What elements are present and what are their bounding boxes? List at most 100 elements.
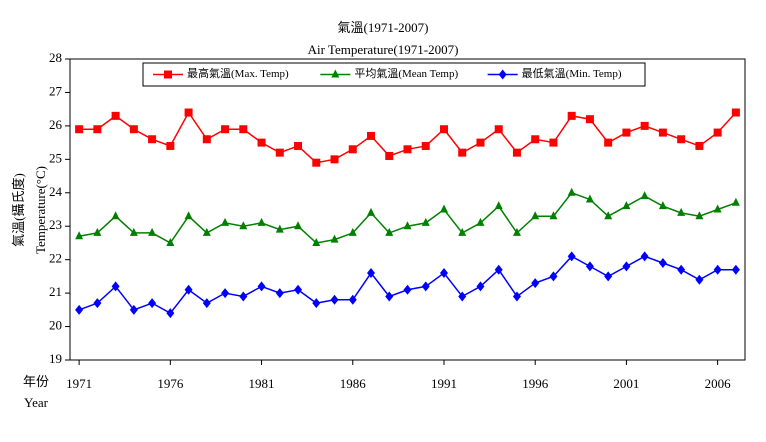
marker [731,264,740,275]
marker [622,201,631,210]
marker [531,135,540,144]
marker [367,268,376,279]
legend-label: 最低氣溫(Min. Temp) [522,66,622,80]
marker [385,151,394,160]
marker [421,217,430,226]
x-tick-label: 1981 [249,376,275,391]
marker [294,141,303,150]
marker [731,197,740,206]
legend-marker [331,69,340,78]
marker [476,217,485,226]
marker [567,251,576,262]
x-tick-label: 1976 [157,376,184,391]
marker [585,261,594,272]
marker [129,227,138,236]
marker [129,304,138,315]
marker [713,264,722,275]
marker [148,135,157,144]
marker [93,227,102,236]
marker [275,148,284,157]
y-tick-label: 27 [49,83,63,98]
marker [439,204,448,213]
marker [695,211,704,220]
marker [184,108,193,117]
marker [585,115,594,124]
marker [439,125,448,134]
marker [531,278,540,289]
marker [476,281,485,292]
marker [549,271,558,282]
marker [640,191,649,200]
legend-marker [164,70,172,79]
marker [476,138,485,147]
x-tick-label: 1971 [66,376,92,391]
marker [275,288,284,299]
plot-area [69,58,746,361]
marker [658,201,667,210]
marker [604,211,613,220]
y-tick-label: 23 [49,217,62,232]
marker [677,264,686,275]
series-line [79,111,737,164]
y-tick-label: 24 [49,184,63,199]
marker [312,298,321,309]
y-tick-label: 25 [49,150,62,165]
marker [148,298,157,309]
marker [202,135,211,144]
x-axis-label: 年份 [23,374,49,389]
marker [312,158,321,167]
marker [549,138,558,147]
marker [348,294,357,305]
marker [184,211,193,220]
marker [129,125,138,134]
marker [202,227,211,236]
marker [695,141,704,150]
y-axis-label-en: Temperature(°C) [33,166,48,254]
marker [330,294,339,305]
legend-label: 平均氣溫(Mean Temp) [354,66,458,80]
marker [439,268,448,279]
x-tick-label: 2001 [613,376,639,391]
marker [421,141,430,150]
marker [385,291,394,302]
marker [239,221,248,230]
marker [403,145,412,154]
legend-label: 最高氣溫(Max. Temp) [187,66,289,80]
x-tick-label: 1996 [522,376,549,391]
marker [221,288,230,299]
marker [93,298,102,309]
marker [312,237,321,246]
marker [512,227,521,236]
marker [677,207,686,216]
marker [713,204,722,213]
y-tick-label: 20 [49,318,62,333]
marker [239,125,248,134]
marker [604,138,613,147]
y-tick-label: 21 [49,284,62,299]
marker [677,135,686,144]
marker [330,155,339,164]
marker [403,221,412,230]
marker [695,274,704,285]
marker [275,224,284,233]
y-tick-label: 22 [49,251,62,266]
marker [494,264,503,275]
marker [93,125,102,134]
marker [111,211,120,220]
series-line [78,255,736,315]
x-axis-label-en: Year [24,395,49,410]
x-tick-label: 1991 [431,376,457,391]
marker [658,128,667,137]
marker [421,281,430,292]
marker [75,304,84,315]
marker [166,237,175,246]
marker [257,138,266,147]
marker [184,284,193,295]
marker [166,308,175,319]
x-tick-label: 2006 [705,376,732,391]
x-tick-label: 1986 [340,376,367,391]
marker [458,291,467,302]
marker [221,217,230,226]
marker [458,148,467,157]
